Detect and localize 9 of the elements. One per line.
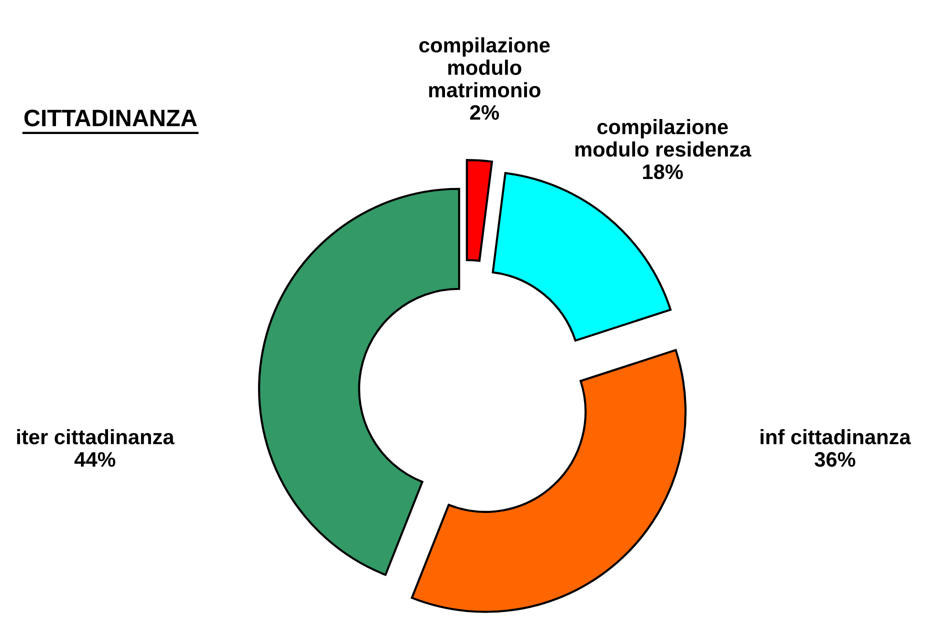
slice-label: inf cittadinanza bbox=[760, 429, 911, 444]
slice-label: compilazione modulo matrimonio bbox=[419, 37, 550, 98]
data-label: 2% bbox=[470, 105, 499, 120]
data-label: 36% bbox=[814, 452, 856, 467]
data-label: 18% bbox=[643, 164, 683, 180]
slice-label: compilazione modulo residenza bbox=[575, 118, 752, 157]
data-label: 44% bbox=[74, 452, 116, 467]
text: CITTADINANZA bbox=[24, 110, 197, 126]
slice-label: iter cittadinanza bbox=[17, 429, 174, 444]
